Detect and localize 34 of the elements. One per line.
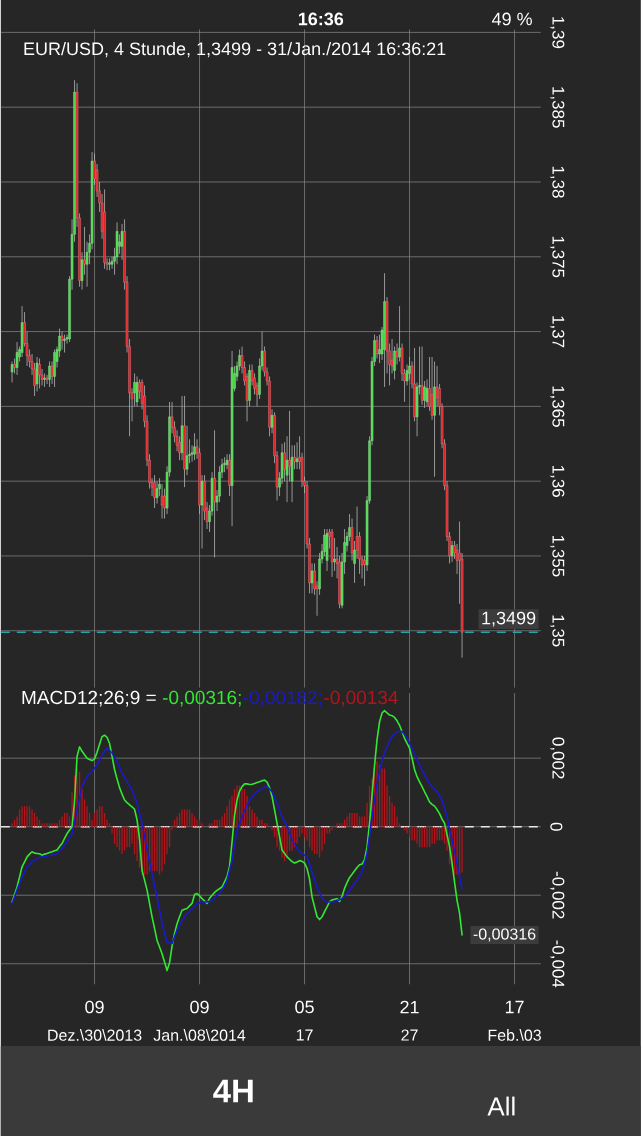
y-tick-label: 0 (550, 822, 563, 831)
ref-line-label: 1,3499 (482, 611, 536, 627)
x-tick-label: 17 (506, 1000, 524, 1014)
y-tick-label: 1,35 (550, 615, 565, 647)
text: 27 (401, 1029, 418, 1041)
text: EUR/USD, 4 Stunde, 1,3499 - 31/Jan./2014 16:36:21 (24, 41, 446, 58)
y-tick-label: 1,39 (550, 17, 565, 49)
y-tick-label: -0,004 (550, 940, 565, 988)
x-tick-label: 09 (85, 1000, 104, 1014)
y-tick-label: 1,385 (550, 87, 565, 128)
y-tick-label: 1,38 (550, 166, 565, 198)
text: Dez.\30\2013 (48, 1029, 142, 1041)
text: 17 (296, 1029, 313, 1041)
annotation: -0,00316 (473, 928, 536, 942)
text: 4H (213, 1079, 253, 1103)
x-tick-label: 09 (190, 1000, 209, 1014)
y-tick-label: 0,002 (550, 737, 565, 779)
text: -0,00134 (324, 690, 399, 707)
x-tick-label: 21 (400, 1000, 419, 1014)
y-tick-label: 1,37 (550, 316, 565, 348)
text: 49 % (492, 12, 533, 26)
text: -0,00316; (163, 690, 241, 707)
text: Feb.\03 (488, 1029, 542, 1041)
y-tick-label: 1,355 (550, 535, 565, 577)
y-tick-label: -0,002 (550, 871, 565, 919)
text: 16:36 (299, 12, 344, 26)
text: All (487, 1096, 515, 1116)
y-tick-label: 1,375 (550, 236, 565, 278)
y-tick-label: 1,365 (550, 386, 565, 427)
y-tick-label: 1,36 (550, 465, 565, 497)
x-tick-label: 05 (295, 1000, 314, 1014)
text: Jan.\08\2014 (153, 1029, 246, 1041)
text: -0,00182; (243, 690, 322, 707)
chart-title: MACD12;26;9 = (22, 690, 156, 707)
